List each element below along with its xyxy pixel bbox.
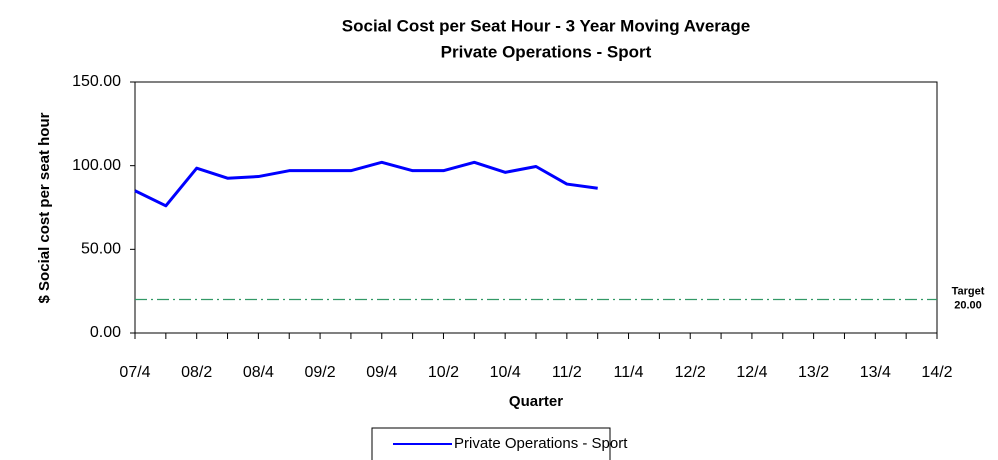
chart-title: Social Cost per Seat Hour - 3 Year Movin…	[342, 16, 750, 35]
x-axis-title: Quarter	[509, 393, 563, 410]
y-tick-label: 100.00	[72, 157, 121, 174]
data-line	[134, 160, 598, 208]
y-tick-label: 0.00	[90, 324, 121, 341]
x-tick-label: 09/4	[366, 364, 397, 381]
y-axis-title: $ Social cost per seat hour	[36, 112, 53, 303]
x-tick-label: 14/2	[921, 364, 952, 381]
x-tick-label: 11/4	[614, 364, 644, 381]
y-tick-label: 150.00	[72, 73, 121, 90]
x-tick-label: 08/4	[243, 364, 274, 381]
x-tick-label: 10/4	[490, 364, 521, 381]
x-tick-label: 12/4	[736, 364, 767, 381]
chart-subtitle: Private Operations - Sport	[441, 42, 652, 61]
x-tick-label: 12/2	[675, 364, 706, 381]
y-tick-label: 50.00	[81, 241, 121, 258]
x-tick-label: 13/4	[860, 364, 891, 381]
x-tick-label: 13/2	[798, 364, 829, 381]
target-label: Target	[952, 285, 985, 297]
x-tick-label: 08/2	[181, 364, 212, 381]
x-tick-label: 10/2	[428, 364, 459, 381]
x-tick-label: 11/2	[552, 364, 582, 381]
plot-area	[134, 81, 938, 334]
target-value-label: 20.00	[954, 299, 982, 311]
x-tick-label: 09/2	[305, 364, 336, 381]
x-tick-label: 07/4	[119, 364, 150, 381]
legend-label: Private Operations - Sport	[454, 435, 628, 452]
